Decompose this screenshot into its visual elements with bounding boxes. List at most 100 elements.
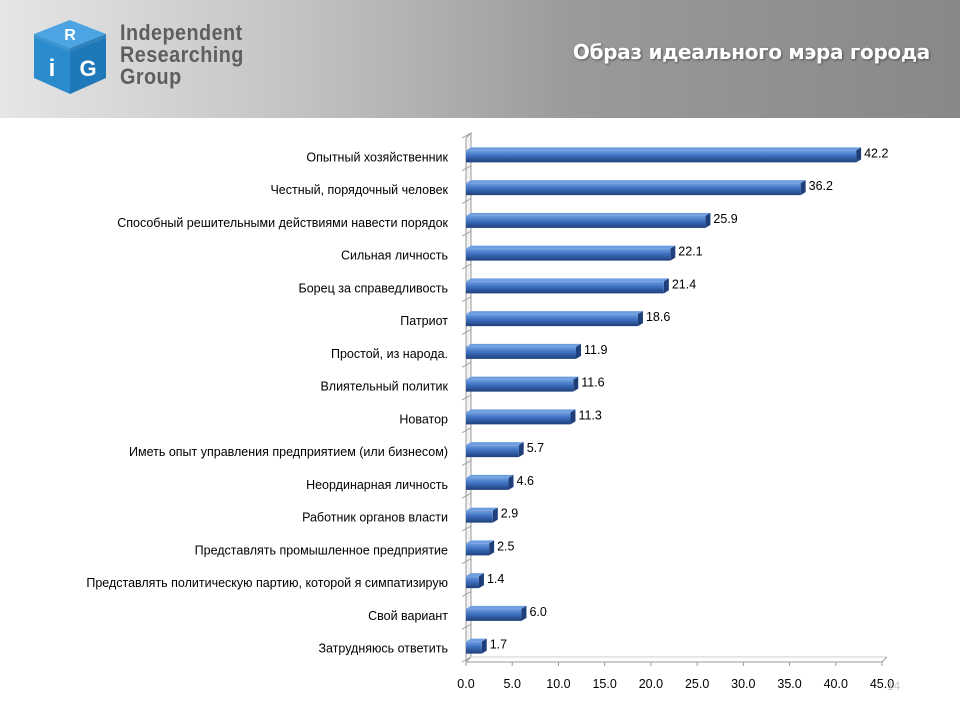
bar-end-face xyxy=(663,278,669,294)
logo-line-1: Independent xyxy=(120,20,243,45)
bar xyxy=(466,477,509,490)
bar xyxy=(466,281,664,294)
category-separator-tick xyxy=(461,427,472,434)
category-separator-tick xyxy=(461,263,472,270)
category-label: Иметь опыт управления предприятием (или … xyxy=(129,445,448,459)
category-label: Новатор xyxy=(399,412,448,426)
bar xyxy=(466,314,638,327)
bar-end-face xyxy=(492,507,498,523)
bar xyxy=(466,215,706,228)
category-separator-tick xyxy=(461,198,472,204)
category-label: Честный, порядочный человек xyxy=(270,183,448,197)
category-label: Способный решительными действиями навест… xyxy=(117,216,448,230)
bar-top-face xyxy=(466,474,514,478)
bar xyxy=(466,576,479,589)
bar-top-face xyxy=(466,409,576,413)
bar-value-label: 25.9 xyxy=(713,212,737,226)
bar-end-face xyxy=(670,245,676,261)
bar-end-face xyxy=(481,638,487,654)
category-separator-tick xyxy=(461,165,472,172)
bar-end-face xyxy=(856,147,862,163)
bar xyxy=(466,445,519,458)
bar-value-label: 4.6 xyxy=(517,474,534,488)
category-label: Неординарная личность xyxy=(306,478,448,492)
bar-end-face xyxy=(637,311,643,327)
category-separator-tick xyxy=(461,361,472,368)
category-separator-tick xyxy=(461,394,472,401)
category-separator-tick xyxy=(461,525,472,532)
irg-logo-cube-icon: R i G xyxy=(34,20,106,94)
bar-end-face xyxy=(489,540,495,556)
logo-line-2: Researching xyxy=(120,42,244,67)
bar-end-face xyxy=(478,573,484,589)
bar xyxy=(466,346,577,359)
bar-value-label: 2.9 xyxy=(501,507,518,521)
bar-value-label: 2.5 xyxy=(497,539,514,553)
logo-letter-g: G xyxy=(79,56,96,81)
bar-end-face xyxy=(800,180,806,196)
bar-top-face xyxy=(466,442,524,446)
bar xyxy=(466,248,671,261)
header-banner: R i G Independent Researching Group Обра… xyxy=(0,0,960,118)
bar-value-label: 6.0 xyxy=(529,605,546,619)
category-label: Представлять политическую партию, которо… xyxy=(86,576,448,590)
bar xyxy=(466,150,857,163)
bar-top-face xyxy=(466,147,862,151)
bar-top-face xyxy=(466,540,495,544)
x-tick-label: 35.0 xyxy=(777,677,801,691)
bar-top-face xyxy=(466,212,711,216)
logo-line-3: Group xyxy=(120,64,182,89)
x-tick-label: 45.0 xyxy=(870,677,894,691)
bar-value-label: 11.9 xyxy=(584,343,607,357)
x-tick-label: 30.0 xyxy=(731,677,755,691)
bar-end-face xyxy=(521,605,527,621)
x-tick-label: 10.0 xyxy=(546,677,570,691)
category-separator-tick xyxy=(461,329,472,335)
bar xyxy=(466,543,490,556)
category-separator-tick xyxy=(461,230,472,237)
bar xyxy=(466,379,574,392)
logo-wordmark: Independent Researching Group xyxy=(120,22,280,88)
category-label: Сильная личность xyxy=(341,249,448,263)
bar-top-face xyxy=(466,245,676,249)
bar-value-label: 5.7 xyxy=(527,441,544,455)
category-separator-tick xyxy=(461,591,472,597)
category-label: Опытный хозяйственник xyxy=(306,150,448,164)
category-separator-tick xyxy=(461,492,472,499)
bar-top-face xyxy=(466,376,579,380)
category-label: Патриот xyxy=(400,314,448,328)
bar-value-label: 11.3 xyxy=(578,408,601,422)
bar-end-face xyxy=(518,442,524,458)
bar-top-face xyxy=(466,507,498,511)
x-tick-label: 20.0 xyxy=(639,677,663,691)
bar-value-label: 18.6 xyxy=(646,310,670,324)
bar-top-face xyxy=(466,573,484,577)
bar-value-label: 21.4 xyxy=(672,277,696,291)
category-separator-tick xyxy=(461,623,472,630)
bar xyxy=(466,183,801,196)
bar-top-face xyxy=(466,278,669,282)
bar xyxy=(466,412,571,425)
bar-value-label: 1.4 xyxy=(487,572,504,586)
bar-top-face xyxy=(466,311,643,315)
category-label: Свой вариант xyxy=(368,609,448,623)
category-label: Простой, из народа. xyxy=(331,347,448,361)
category-separator-tick xyxy=(461,656,472,663)
bar-value-label: 36.2 xyxy=(809,179,833,193)
category-label: Представлять промышленное предприятие xyxy=(195,543,448,557)
category-separator-tick xyxy=(461,132,472,139)
slide-title: Образ идеального мэра города xyxy=(572,40,930,64)
bar-top-face xyxy=(466,343,582,347)
x-tick-label: 5.0 xyxy=(504,677,521,691)
bar-end-face xyxy=(705,212,711,228)
x-tick-label: 0.0 xyxy=(457,677,474,691)
bar xyxy=(466,641,482,654)
bar-end-face xyxy=(570,409,576,425)
category-separator-tick xyxy=(461,296,472,303)
x-axis-end-edge xyxy=(881,656,888,663)
bar-value-label: 22.1 xyxy=(678,245,702,259)
bar xyxy=(466,510,493,523)
page-number: 14 xyxy=(887,679,901,693)
logo-letter-r: R xyxy=(64,27,76,44)
